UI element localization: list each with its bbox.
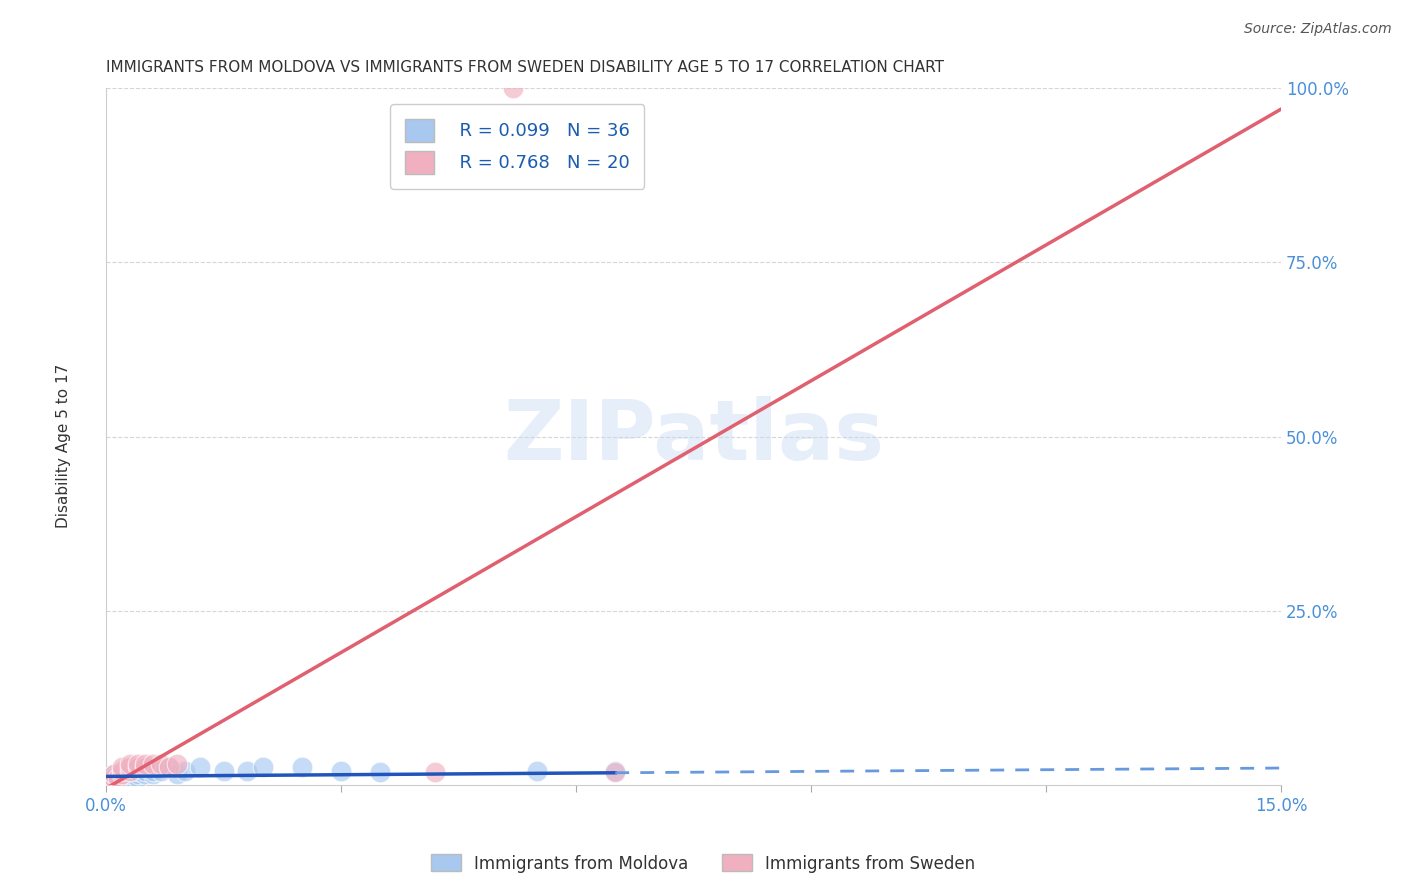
Point bbox=[103, 767, 125, 781]
Point bbox=[150, 756, 173, 771]
Point bbox=[118, 760, 141, 774]
Point bbox=[107, 774, 129, 789]
Point bbox=[142, 767, 165, 781]
Point bbox=[605, 765, 627, 780]
Point bbox=[127, 760, 149, 774]
Point bbox=[173, 764, 195, 778]
Point bbox=[111, 764, 134, 778]
Point bbox=[425, 765, 447, 780]
Point bbox=[118, 764, 141, 778]
Legend: Immigrants from Moldova, Immigrants from Sweden: Immigrants from Moldova, Immigrants from… bbox=[425, 847, 981, 880]
Point bbox=[166, 767, 188, 781]
Point bbox=[157, 760, 180, 774]
Point bbox=[142, 756, 165, 771]
Point bbox=[134, 764, 156, 778]
Point bbox=[118, 760, 141, 774]
Point bbox=[127, 756, 149, 771]
Point bbox=[142, 764, 165, 778]
Point bbox=[118, 756, 141, 771]
Point bbox=[157, 760, 180, 774]
Point bbox=[134, 756, 156, 771]
Point bbox=[134, 760, 156, 774]
Point bbox=[166, 756, 188, 771]
Text: IMMIGRANTS FROM MOLDOVA VS IMMIGRANTS FROM SWEDEN DISABILITY AGE 5 TO 17 CORRELA: IMMIGRANTS FROM MOLDOVA VS IMMIGRANTS FR… bbox=[107, 60, 945, 75]
Point bbox=[114, 771, 136, 785]
Point bbox=[370, 765, 392, 780]
Point bbox=[107, 771, 129, 785]
Text: ZIPatlas: ZIPatlas bbox=[503, 396, 884, 477]
Point bbox=[111, 771, 134, 785]
Point bbox=[111, 767, 134, 781]
Point bbox=[526, 764, 548, 778]
Point bbox=[111, 764, 134, 778]
Point bbox=[118, 774, 141, 789]
Point bbox=[502, 81, 524, 95]
Legend:   R = 0.099   N = 36,   R = 0.768   N = 20: R = 0.099 N = 36, R = 0.768 N = 20 bbox=[391, 104, 644, 188]
Point bbox=[103, 767, 125, 781]
Point bbox=[291, 760, 314, 774]
Point bbox=[98, 774, 121, 789]
Point bbox=[107, 771, 129, 785]
Point bbox=[150, 764, 173, 778]
Point bbox=[127, 767, 149, 781]
Point bbox=[127, 771, 149, 785]
Point bbox=[111, 767, 134, 781]
Text: Disability Age 5 to 17: Disability Age 5 to 17 bbox=[56, 364, 70, 528]
Point bbox=[98, 774, 121, 789]
Point bbox=[134, 767, 156, 781]
Point bbox=[111, 774, 134, 789]
Point bbox=[212, 764, 235, 778]
Point bbox=[127, 764, 149, 778]
Point bbox=[103, 771, 125, 785]
Point bbox=[103, 774, 125, 789]
Point bbox=[236, 764, 259, 778]
Point bbox=[118, 771, 141, 785]
Point bbox=[188, 760, 211, 774]
Point bbox=[605, 764, 627, 778]
Point bbox=[103, 771, 125, 785]
Point bbox=[118, 764, 141, 778]
Point bbox=[118, 767, 141, 781]
Text: Source: ZipAtlas.com: Source: ZipAtlas.com bbox=[1244, 22, 1392, 37]
Point bbox=[252, 760, 274, 774]
Point bbox=[111, 760, 134, 774]
Point bbox=[330, 764, 353, 778]
